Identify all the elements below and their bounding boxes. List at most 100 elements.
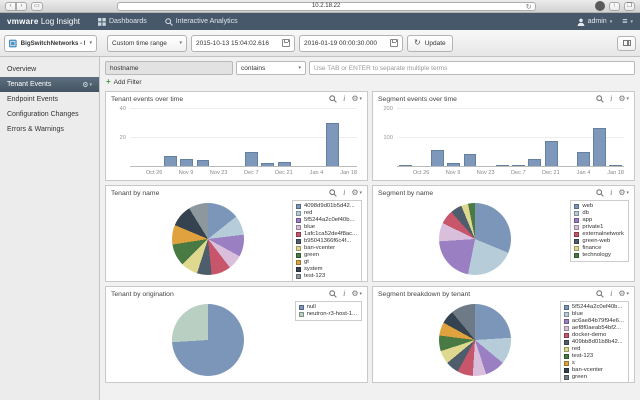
back-button[interactable]: ‹ (5, 1, 16, 11)
tabs-button[interactable]: ❐ (623, 1, 635, 11)
gear-icon[interactable]: ⚙ ▾ (618, 188, 629, 197)
filter-field-select[interactable]: hostname (105, 61, 233, 75)
user-menu[interactable]: admin ▾ (577, 18, 612, 26)
calendar-icon[interactable] (282, 39, 290, 47)
zoom-icon[interactable] (596, 290, 604, 298)
legend-item[interactable]: red (563, 346, 624, 353)
calendar-icon[interactable] (390, 39, 398, 47)
zoom-icon[interactable] (329, 189, 337, 197)
bar[interactable] (196, 160, 210, 166)
info-icon[interactable]: i (610, 188, 613, 197)
sidebar-item-overview[interactable]: Overview (7, 66, 37, 73)
legend-item[interactable]: blue (563, 311, 624, 318)
bar[interactable] (164, 156, 178, 166)
zoom-icon[interactable] (596, 95, 604, 103)
legend-item[interactable]: ac6ae84b79f94e6... (563, 318, 624, 325)
legend-item[interactable]: ban-vcenter (295, 245, 357, 252)
gear-icon[interactable]: ⚙ ▾ (351, 289, 362, 298)
legend-item[interactable]: technology (574, 252, 624, 259)
sidebar-item-configuration-changes[interactable]: Configuration Changes (7, 111, 79, 118)
legend-item[interactable]: neutron-r3-host-1... (298, 311, 357, 318)
pie[interactable] (172, 304, 244, 376)
gear-icon[interactable]: ⚙ ▾ (351, 94, 362, 103)
pie[interactable] (172, 203, 244, 275)
legend-item[interactable]: 4098d9d01b5d42... (295, 203, 357, 210)
info-icon[interactable]: i (610, 94, 613, 103)
legend-item[interactable]: null (298, 304, 357, 311)
bar[interactable] (528, 158, 542, 166)
bar[interactable] (512, 164, 526, 166)
legend-item[interactable]: s (563, 360, 624, 367)
legend-item[interactable]: docker-demo (563, 332, 624, 339)
legend-item[interactable]: db (574, 210, 624, 217)
bar[interactable] (593, 127, 607, 166)
pie[interactable] (439, 304, 511, 376)
legend-item[interactable]: app (574, 217, 624, 224)
legend-item[interactable]: 1afc1ca52de4f8ac... (295, 231, 357, 238)
dashboard-selector[interactable]: BigSwitchNetworks - BCF ▾ (4, 34, 97, 52)
browser-action-icon[interactable] (594, 1, 605, 11)
legend-item[interactable]: externalnetwork (574, 231, 624, 238)
legend-item[interactable]: green (295, 252, 357, 259)
bar[interactable] (495, 165, 509, 166)
filter-operator-select[interactable]: contains ▾ (236, 61, 306, 75)
bar[interactable] (544, 140, 558, 166)
zoom-icon[interactable] (329, 95, 337, 103)
forward-button[interactable]: › (16, 1, 27, 11)
time-range-select[interactable]: Custom time range ▾ (107, 34, 187, 52)
pie[interactable] (439, 203, 511, 275)
collapse-panel-button[interactable] (617, 35, 636, 51)
url-bar[interactable]: 10.2.18.22 ↻ (116, 1, 536, 11)
legend-item[interactable]: 409bb8d01b8b42... (563, 339, 624, 346)
bar[interactable] (447, 163, 461, 166)
info-icon[interactable]: i (343, 289, 346, 298)
refresh-icon[interactable]: ↻ (525, 3, 532, 11)
legend-item[interactable]: green-web (574, 238, 624, 245)
pie-chart-tenant-by-name[interactable]: 4098d9d01b5d42... red 5f5244a2c0ef40b... bl… (106, 197, 367, 281)
bar[interactable] (326, 123, 340, 166)
legend-item[interactable]: aef8f0aeab54bf2... (563, 325, 624, 332)
legend-item[interactable]: finance (574, 245, 624, 252)
sidebar-item-endpoint-events[interactable]: Endpoint Events (7, 96, 58, 103)
nav-dashboards[interactable]: Dashboards (97, 17, 147, 26)
bar[interactable] (463, 154, 477, 166)
add-filter-button[interactable]: + Add Filter (106, 77, 142, 86)
share-button[interactable]: ↑ (608, 1, 620, 11)
gear-icon[interactable]: ⚙ ▾ (351, 188, 362, 197)
legend-item[interactable]: ban-vcenter (563, 367, 624, 374)
legend-item[interactable]: b95041366f6c4f... (295, 238, 357, 245)
legend-item[interactable]: web (574, 203, 624, 210)
legend-item[interactable]: private1 (574, 224, 624, 231)
info-icon[interactable]: i (343, 94, 346, 103)
legend-item[interactable]: 5f5244a2c0ef40b... (295, 217, 357, 224)
filter-value-input[interactable] (309, 61, 635, 75)
bar[interactable] (609, 165, 623, 166)
settings-menu[interactable]: ≡ ▾ (622, 17, 633, 26)
gear-icon[interactable]: ⚙ ▾ (82, 81, 92, 89)
legend-item[interactable]: green (563, 374, 624, 381)
zoom-icon[interactable] (329, 290, 337, 298)
bar[interactable] (398, 164, 412, 166)
info-icon[interactable]: i (610, 289, 613, 298)
pie-chart-segment-by-name[interactable]: web db app private1 externalnetwork green-web… (373, 197, 634, 281)
sidebar-item-tenant-events[interactable]: Tenant Events ⚙ ▾ (0, 77, 99, 92)
pie-chart-segment-breakdown[interactable]: 5f5244a2c0ef40b... blue ac6ae84b79f94e6...… (373, 298, 634, 382)
sidebar-item-errors-warnings[interactable]: Errors & Warnings (7, 126, 64, 133)
legend-item[interactable]: red (295, 210, 357, 217)
legend-item[interactable]: blue (295, 224, 357, 231)
bar[interactable] (245, 151, 259, 166)
bar[interactable] (180, 158, 194, 166)
bar[interactable] (431, 150, 445, 166)
pie-chart-tenant-by-origination[interactable]: null neutron-r3-host-1... (106, 298, 367, 382)
bar[interactable] (577, 152, 590, 166)
nav-interactive-analytics[interactable]: Interactive Analytics (164, 17, 238, 26)
gear-icon[interactable]: ⚙ ▾ (618, 94, 629, 103)
gear-icon[interactable]: ⚙ ▾ (618, 289, 629, 298)
update-button[interactable]: ↻ Update (407, 34, 453, 52)
legend-item[interactable]: system (295, 266, 357, 273)
bar[interactable] (261, 163, 275, 166)
legend-item[interactable]: test-123 (563, 353, 624, 360)
zoom-icon[interactable] (596, 189, 604, 197)
bar-chart-tenant-events[interactable]: 20 40 Oct 26 Nov 9 Nov 23 Dec 7 Dec 21 Jan 4 Jan… (119, 106, 358, 176)
